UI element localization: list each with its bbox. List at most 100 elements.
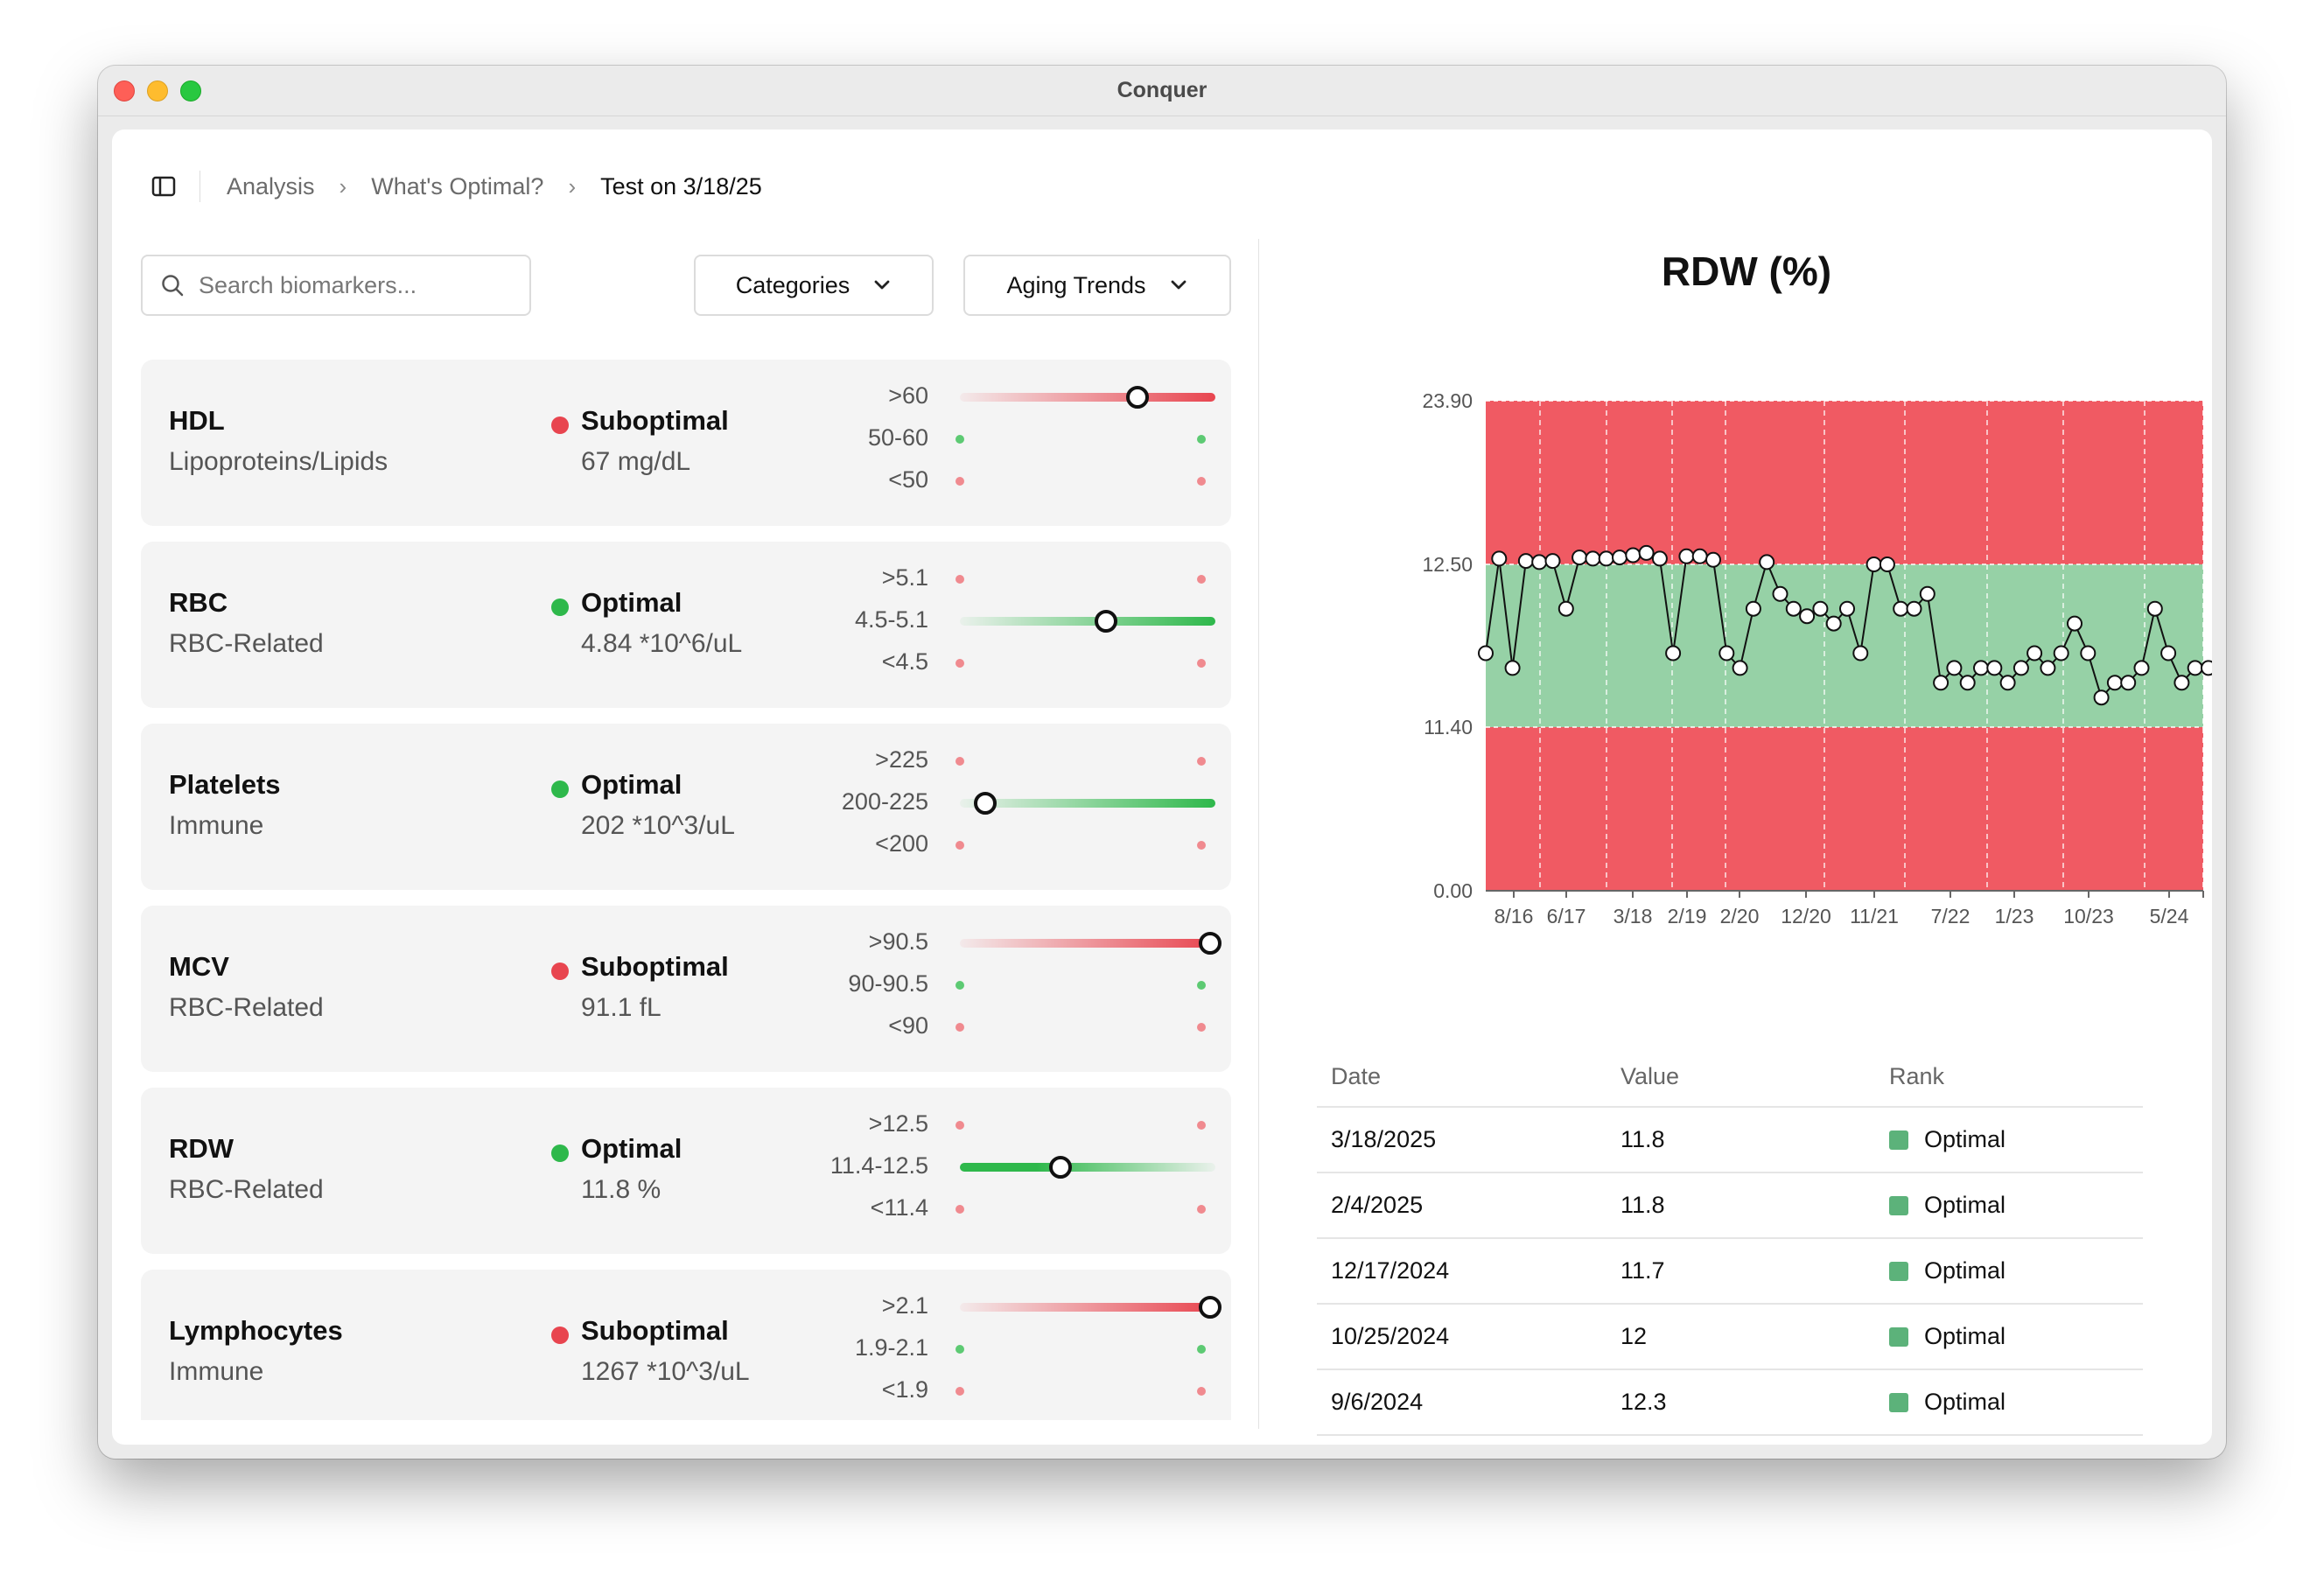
rdw-data-point: [1785, 600, 1802, 617]
panel-divider: [1258, 239, 1259, 1429]
rdw-data-point: [2106, 675, 2123, 691]
range-label: >225: [875, 746, 928, 773]
range-label: 200-225: [841, 788, 928, 815]
rank-swatch: [1889, 1130, 1908, 1150]
column-header-date[interactable]: Date: [1331, 1062, 1382, 1089]
table-body: 3/18/2025 11.8 Optimal 2/4/2025 11.8 Optimal 1…: [1317, 1108, 2143, 1445]
x-tick-label: 11/21: [1850, 905, 1899, 928]
column-header-value[interactable]: Value: [1620, 1062, 1680, 1089]
rank-label: Optimal: [1924, 1323, 2006, 1349]
status-dot: [551, 1326, 569, 1344]
range-bar: [960, 939, 1215, 948]
biomarker-value: 202 *10^3/uL: [581, 811, 735, 840]
status-dot: [551, 1144, 569, 1162]
x-tick-label: 5/24: [2150, 905, 2189, 928]
rdw-data-point: [1517, 553, 1534, 570]
rdw-data-point: [1544, 553, 1561, 570]
rdw-data-point: [1718, 645, 1735, 662]
range-label: 90-90.5: [848, 970, 928, 997]
cell-date: 3/18/2025: [1331, 1126, 1437, 1152]
sidebar-toggle-icon[interactable]: [150, 173, 177, 200]
rank-label: Optimal: [1924, 1192, 2006, 1218]
rdw-data-point: [1598, 550, 1614, 567]
biomarker-name: RDW: [169, 1133, 234, 1164]
range-end-dot: [1197, 981, 1206, 990]
rdw-data-point: [1625, 547, 1642, 564]
biomarker-name: MCV: [169, 951, 229, 982]
table-row[interactable]: 9/6/2024 12.3 Optimal: [1317, 1370, 2143, 1436]
close-window-button[interactable]: [114, 80, 135, 102]
zoom-window-button[interactable]: [180, 80, 201, 102]
chart-band-suboptimal-low: [1486, 727, 2203, 891]
rdw-data-point: [1705, 551, 1721, 568]
aging-trends-dropdown[interactable]: Aging Trends: [963, 255, 1231, 316]
table-row[interactable]: 2/4/2025 11.8 Optimal: [1317, 1173, 2143, 1239]
biomarker-status: Optimal: [581, 587, 682, 618]
biomarker-card[interactable]: RDW RBC-Related Optimal 11.8 % >12.5 11.4-12.…: [141, 1088, 1231, 1254]
y-tick-label: 11.40: [1424, 716, 1473, 738]
rank-label: Optimal: [1924, 1257, 2006, 1284]
range-label: <11.4: [870, 1194, 928, 1221]
search-input[interactable]: [197, 270, 515, 300]
rdw-data-point: [1478, 645, 1494, 662]
app-window: Conquer Analysis › What's Optimal? › Tes…: [98, 66, 2226, 1459]
rank-swatch: [1889, 1261, 1908, 1281]
value-marker: [974, 792, 998, 815]
table-row[interactable]: 10/25/2024 12 Optimal: [1317, 1305, 2143, 1370]
range-label: >60: [888, 382, 928, 409]
biomarker-value: 67 mg/dL: [581, 447, 691, 476]
search-box[interactable]: [141, 255, 531, 316]
x-tick-label: 12/20: [1781, 905, 1831, 928]
biomarker-value: 11.8 %: [581, 1175, 662, 1204]
rdw-data-point: [2201, 660, 2212, 676]
rdw-data-point: [1678, 548, 1695, 564]
biomarker-card[interactable]: MCV RBC-Related Suboptimal 91.1 fL >90.5 90-9…: [141, 906, 1231, 1072]
biomarker-card[interactable]: Platelets Immune Optimal 202 *10^3/uL >225 20…: [141, 724, 1231, 890]
cell-date: 9/6/2024: [1331, 1389, 1424, 1415]
biomarker-card[interactable]: Lymphocytes Immune Suboptimal 1267 *10^3/uL…: [141, 1270, 1231, 1420]
biomarker-status: Optimal: [581, 1133, 682, 1164]
biomarker-category: Immune: [169, 1357, 264, 1386]
rdw-data-point: [1973, 660, 1989, 676]
range-start-dot: [956, 659, 964, 668]
range-end-dot: [1197, 1121, 1206, 1130]
range-label: >5.1: [881, 564, 928, 591]
chevron-right-icon: ›: [339, 172, 347, 200]
biomarker-name: HDL: [169, 405, 225, 436]
column-header-rank[interactable]: Rank: [1889, 1062, 1945, 1089]
rdw-data-point: [2040, 660, 2056, 676]
range-label: <90: [888, 1012, 928, 1039]
table-row[interactable]: 3/18/2025 11.8 Optimal: [1317, 1108, 2143, 1173]
range-end-dot: [1197, 477, 1206, 486]
x-tick-label: 2/20: [1720, 905, 1760, 928]
rank-label: Optimal: [1924, 1389, 2006, 1415]
chart-band-suboptimal-high: [1486, 401, 2203, 564]
rdw-data-point: [1933, 675, 1950, 691]
biomarker-category: RBC-Related: [169, 1175, 324, 1204]
range-label: 50-60: [867, 424, 928, 451]
minimize-window-button[interactable]: [147, 80, 168, 102]
value-marker: [1199, 932, 1222, 955]
cell-rank: Optimal: [1882, 1192, 2143, 1219]
main-content: Analysis › What's Optimal? › Test on 3/1…: [112, 130, 2212, 1445]
range-start-dot: [956, 981, 964, 990]
rdw-data-point: [2187, 660, 2203, 676]
table-row[interactable]: 12/17/2024 11.7 Optimal: [1317, 1239, 2143, 1305]
biomarker-value: 4.84 *10^6/uL: [581, 629, 743, 658]
breadcrumb-analysis[interactable]: Analysis: [227, 172, 315, 200]
biomarker-category: Lipoproteins/Lipids: [169, 447, 388, 476]
biomarker-card[interactable]: HDL Lipoproteins/Lipids Suboptimal 67 mg/dL…: [141, 360, 1231, 526]
rdw-data-point: [2160, 645, 2177, 662]
range-start-dot: [956, 1387, 964, 1396]
breadcrumb-whats-optimal[interactable]: What's Optimal?: [371, 172, 544, 200]
rank-swatch: [1889, 1326, 1908, 1347]
rdw-data-point: [2120, 675, 2137, 691]
cell-rank: Optimal: [1882, 1257, 2143, 1284]
rdw-data-point: [2012, 660, 2029, 676]
rdw-data-point: [2093, 690, 2110, 706]
x-tick-label: 10/23: [2063, 905, 2114, 928]
titlebar: Conquer: [98, 66, 2226, 116]
categories-dropdown[interactable]: Categories: [694, 255, 934, 316]
biomarker-card[interactable]: RBC RBC-Related Optimal 4.84 *10^6/uL >5.1 4.…: [141, 542, 1231, 708]
